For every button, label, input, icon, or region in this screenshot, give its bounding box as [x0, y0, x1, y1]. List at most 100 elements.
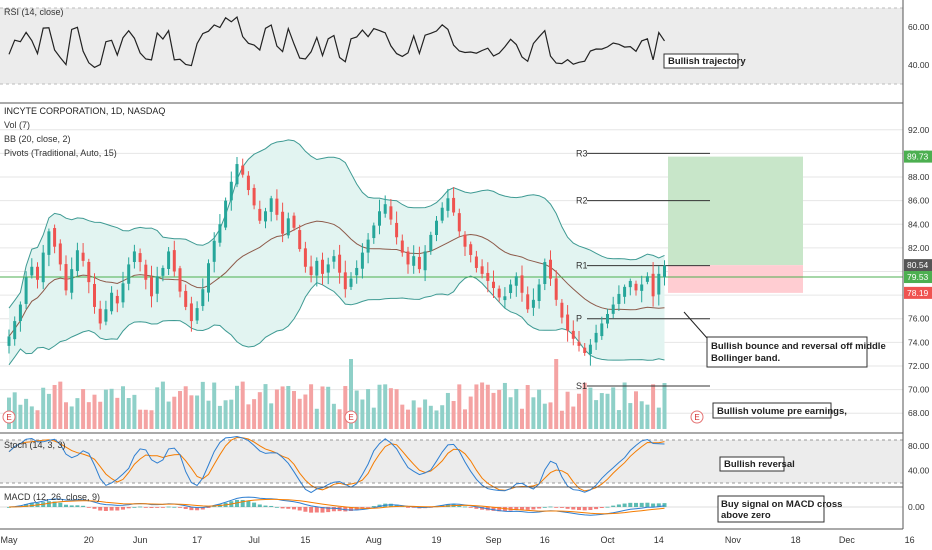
candle-body	[634, 283, 638, 291]
macd-histogram-bar	[331, 507, 336, 512]
candle-body	[241, 165, 245, 175]
volume-bar	[525, 385, 530, 429]
macd-histogram-bar	[81, 505, 86, 507]
price-tag	[904, 259, 932, 272]
price-scale-label: 70.00	[908, 385, 930, 395]
time-axis[interactable]: May 20 Jun 17 Jul 15 Aug 19 Sep 16 Oct 14 Nov 18 Dec 16	[0, 535, 914, 545]
volume-bar	[189, 395, 194, 429]
macd-histogram-bar	[474, 507, 479, 509]
price-tag-label: 80.54	[907, 260, 929, 270]
price-tag	[904, 150, 932, 163]
price-tag	[904, 271, 932, 284]
candle-body	[207, 263, 210, 293]
macd-histogram-bar	[240, 499, 245, 507]
macd-histogram-bar	[326, 507, 331, 513]
volume-bar	[394, 389, 399, 429]
volume-bar	[406, 409, 410, 429]
macd-annotation-line-2: above zero	[721, 510, 771, 521]
macd-histogram-bar	[269, 505, 274, 507]
candle-body	[514, 276, 518, 286]
volume-annotation: Bullish volume pre earnings,	[712, 402, 847, 419]
volume-bar	[212, 382, 217, 429]
pivot-label: S1	[576, 381, 587, 391]
candle-body	[150, 277, 153, 297]
volume-bar	[599, 393, 604, 429]
pivot-label: R3	[576, 148, 588, 158]
volume-bar	[423, 399, 428, 429]
candle-body	[326, 264, 330, 273]
volume-bar	[497, 389, 502, 429]
macd-histogram-bar	[582, 507, 587, 511]
bounce-annotation-pointer	[683, 311, 708, 339]
candle-body	[566, 314, 570, 331]
macd-histogram-bar	[155, 507, 160, 508]
macd-histogram-bar	[252, 502, 257, 507]
volume-bar	[92, 394, 97, 429]
bollinger-band-fill	[9, 139, 665, 365]
volume-annotation-text: Bullish volume pre earnings,	[717, 406, 847, 417]
candle-body	[606, 314, 609, 324]
volume-bar	[571, 406, 576, 429]
candle-body	[486, 272, 490, 281]
macd-histogram-bar	[354, 507, 359, 511]
candle-body	[600, 323, 604, 337]
volume-bar	[195, 395, 200, 429]
macd-histogram-bar	[109, 507, 114, 511]
volume-bar	[178, 391, 182, 429]
candle-body	[104, 309, 108, 322]
earnings-marker-label: E	[6, 413, 11, 422]
stoch-d-line	[8, 436, 665, 492]
volume-bar	[594, 400, 599, 429]
volume-bar	[388, 388, 393, 429]
volume-bar	[457, 384, 462, 429]
volume-bar	[172, 396, 177, 429]
volume-bar	[138, 409, 143, 429]
candle-body	[98, 308, 102, 324]
candle-body	[172, 250, 176, 272]
stoch-annotation: Bullish reversal	[719, 456, 795, 472]
macd-histogram-bar	[172, 506, 177, 508]
candle-body	[412, 256, 416, 266]
volume-legend: Vol (7)	[4, 120, 30, 130]
candle-body	[389, 206, 393, 220]
candle-body	[497, 288, 501, 298]
macd-histogram-bar	[303, 507, 308, 512]
candle-body	[229, 181, 233, 201]
time-axis-label: 17	[192, 535, 202, 545]
candle-body	[264, 211, 267, 222]
candle-body	[349, 278, 353, 287]
macd-histogram-bar	[24, 504, 29, 507]
candle-body	[218, 224, 222, 243]
candle-body	[309, 266, 313, 276]
volume-bar	[274, 389, 279, 429]
price-scale-label: 0.00	[908, 502, 925, 512]
volume-bar	[383, 384, 388, 429]
volume-bar	[349, 359, 353, 429]
macd-histogram-bar	[292, 507, 296, 510]
volume-bar	[223, 400, 228, 429]
volume-bar	[468, 396, 473, 429]
macd-histogram-bar	[126, 507, 131, 509]
macd-histogram-bar	[75, 505, 80, 507]
candle-body	[372, 225, 376, 239]
time-axis-label: 15	[300, 535, 310, 545]
candle-body	[640, 284, 644, 291]
macd-histogram-bar	[160, 507, 165, 508]
volume-bar	[35, 410, 40, 429]
price-scale-label: 88.00	[908, 172, 930, 182]
candle-body	[588, 344, 592, 355]
volume-bar	[155, 387, 160, 429]
candle-body	[235, 164, 239, 185]
price-tag-label: 78.19	[907, 288, 929, 298]
position-stop-zone	[668, 265, 803, 293]
volume-bar	[451, 400, 456, 429]
volume-bar	[246, 404, 251, 429]
candle-body	[246, 175, 250, 191]
candle-body	[36, 266, 39, 280]
candle-body	[286, 218, 290, 236]
volume-bar	[428, 405, 433, 429]
time-axis-label: Nov	[725, 535, 742, 545]
volume-bar	[200, 381, 205, 429]
time-axis-label: 18	[791, 535, 801, 545]
macd-histogram-bar	[565, 507, 570, 509]
